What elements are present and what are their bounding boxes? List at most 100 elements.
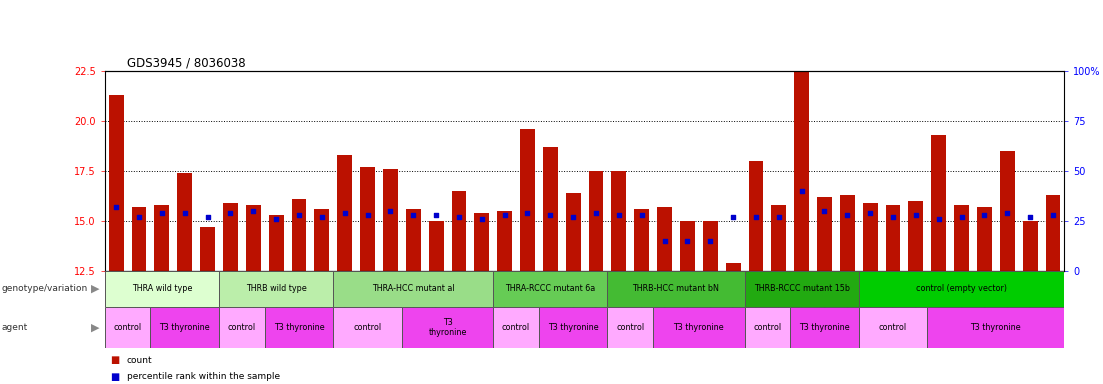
- Bar: [931, 135, 946, 384]
- Text: T3
thyronine: T3 thyronine: [428, 318, 467, 337]
- Bar: [749, 161, 763, 384]
- Text: T3 thyronine: T3 thyronine: [548, 323, 599, 332]
- Point: [838, 212, 856, 218]
- Text: control: control: [228, 323, 256, 332]
- Text: THRB-RCCC mutant 15b: THRB-RCCC mutant 15b: [753, 285, 849, 293]
- Point: [655, 238, 673, 244]
- Bar: [954, 205, 970, 384]
- Bar: [1046, 195, 1060, 384]
- Point: [702, 238, 719, 244]
- Point: [815, 208, 834, 214]
- Text: THRA-HCC mutant al: THRA-HCC mutant al: [372, 285, 454, 293]
- Point: [587, 210, 604, 216]
- Bar: [338, 155, 352, 384]
- Point: [610, 212, 628, 218]
- Bar: [745, 271, 859, 307]
- Bar: [566, 193, 580, 384]
- Bar: [333, 307, 401, 348]
- Text: T3 thyronine: T3 thyronine: [674, 323, 725, 332]
- Bar: [771, 205, 786, 384]
- Bar: [474, 213, 490, 384]
- Point: [450, 214, 468, 220]
- Bar: [790, 307, 859, 348]
- Bar: [178, 173, 192, 384]
- Point: [405, 212, 422, 218]
- Bar: [839, 195, 855, 384]
- Bar: [219, 271, 333, 307]
- Point: [335, 210, 353, 216]
- Point: [222, 210, 239, 216]
- Text: control: control: [353, 323, 382, 332]
- Point: [473, 216, 491, 222]
- Bar: [543, 147, 558, 384]
- Text: control: control: [114, 323, 141, 332]
- Bar: [928, 307, 1064, 348]
- Bar: [291, 199, 307, 384]
- Point: [953, 214, 971, 220]
- Bar: [451, 191, 467, 384]
- Bar: [223, 203, 238, 384]
- Bar: [333, 271, 493, 307]
- Bar: [105, 271, 219, 307]
- Text: ■: ■: [110, 372, 119, 382]
- Bar: [859, 307, 928, 348]
- Bar: [269, 215, 283, 384]
- Point: [542, 212, 559, 218]
- Point: [107, 204, 125, 210]
- Bar: [1022, 221, 1038, 384]
- Bar: [360, 167, 375, 384]
- Point: [793, 188, 811, 194]
- Point: [358, 212, 376, 218]
- Bar: [246, 205, 260, 384]
- Bar: [401, 307, 493, 348]
- Bar: [794, 71, 810, 384]
- Point: [313, 214, 331, 220]
- Bar: [150, 307, 219, 348]
- Bar: [105, 307, 150, 348]
- Text: control: control: [753, 323, 781, 332]
- Bar: [745, 307, 790, 348]
- Text: control (empty vector): control (empty vector): [917, 285, 1007, 293]
- Text: GDS3945 / 8036038: GDS3945 / 8036038: [127, 56, 246, 69]
- Bar: [493, 271, 608, 307]
- Point: [998, 210, 1016, 216]
- Bar: [265, 307, 333, 348]
- Bar: [817, 197, 832, 384]
- Bar: [703, 221, 718, 384]
- Point: [1045, 212, 1062, 218]
- Text: THRB-HCC mutant bN: THRB-HCC mutant bN: [632, 285, 719, 293]
- Bar: [383, 169, 398, 384]
- Point: [747, 214, 764, 220]
- Text: count: count: [127, 356, 152, 365]
- Text: genotype/variation: genotype/variation: [1, 285, 87, 293]
- Point: [633, 212, 651, 218]
- Text: THRA wild type: THRA wild type: [131, 285, 192, 293]
- Point: [678, 238, 696, 244]
- Point: [176, 210, 194, 216]
- Point: [907, 212, 924, 218]
- Point: [290, 212, 308, 218]
- Bar: [589, 171, 603, 384]
- Bar: [679, 221, 695, 384]
- Point: [245, 208, 263, 214]
- Bar: [200, 227, 215, 384]
- Point: [770, 214, 788, 220]
- Point: [885, 214, 902, 220]
- Bar: [429, 221, 443, 384]
- Point: [427, 212, 445, 218]
- Point: [518, 210, 536, 216]
- Bar: [859, 271, 1064, 307]
- Bar: [131, 207, 147, 384]
- Point: [1021, 214, 1039, 220]
- Text: control: control: [879, 323, 907, 332]
- Point: [975, 212, 993, 218]
- Text: control: control: [617, 323, 644, 332]
- Text: control: control: [502, 323, 531, 332]
- Text: ■: ■: [110, 355, 119, 365]
- Point: [153, 210, 171, 216]
- Bar: [608, 307, 653, 348]
- Bar: [886, 205, 900, 384]
- Point: [861, 210, 879, 216]
- Bar: [653, 307, 745, 348]
- Bar: [611, 171, 627, 384]
